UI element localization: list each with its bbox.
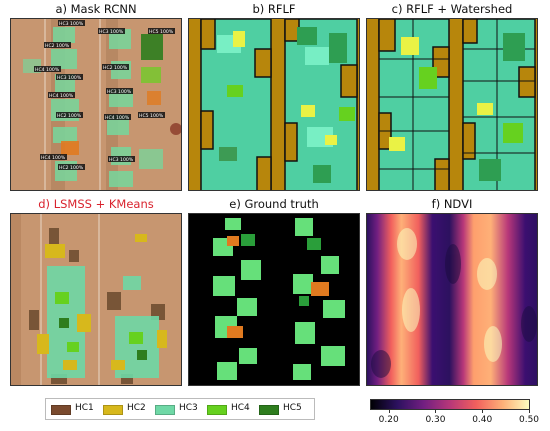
detection-label-bg bbox=[58, 164, 85, 170]
legend: HC1 HC2 HC3 HC4 HC5 bbox=[45, 398, 315, 420]
detection-label-bg bbox=[40, 154, 67, 160]
detection-label: HC2 100% bbox=[103, 65, 128, 71]
panel-title-e: e) Ground truth bbox=[229, 197, 319, 211]
panel-rflf-watershed bbox=[366, 18, 538, 191]
detection-label-bg bbox=[102, 64, 129, 70]
legend-swatch-hc2 bbox=[103, 405, 123, 415]
colorbar-tick-label: 0.50 bbox=[518, 415, 540, 425]
detection-label-bg bbox=[44, 42, 71, 48]
detection-label-bg bbox=[34, 66, 61, 72]
panel-title-d: d) LSMSS + KMeans bbox=[38, 197, 154, 211]
detection-label-bg bbox=[148, 28, 175, 34]
colorbar-tick bbox=[529, 410, 530, 413]
detection-label-bg bbox=[56, 112, 83, 118]
panel-lsmss-kmeans bbox=[10, 213, 182, 386]
detection-label: HC2 100% bbox=[57, 113, 82, 119]
colorbar-tick bbox=[388, 410, 390, 413]
detection-label: HC2 100% bbox=[59, 165, 84, 171]
colorbar-tick bbox=[482, 410, 484, 413]
detection-label-bg bbox=[106, 88, 133, 94]
detection-label: HC4 100% bbox=[105, 115, 130, 121]
legend-label-hc3: HC3 bbox=[179, 403, 198, 413]
detection-label: HC4 100% bbox=[49, 93, 74, 99]
ndvi-colorbar bbox=[370, 399, 530, 410]
detection-label-bg bbox=[98, 28, 125, 34]
panel-title-c: c) RFLF + Watershed bbox=[391, 2, 513, 16]
legend-label-hc2: HC2 bbox=[127, 403, 146, 413]
panel-ndvi bbox=[366, 213, 538, 386]
panel-rflf bbox=[188, 18, 360, 191]
detection-label: HC3 100% bbox=[57, 75, 82, 81]
colorbar-tick-label: 0.30 bbox=[425, 415, 446, 425]
detection-label: HC5 100% bbox=[139, 113, 164, 119]
panel-title-b: b) RFLF bbox=[252, 2, 296, 16]
legend-label-hc4: HC4 bbox=[231, 403, 250, 413]
detection-label-bg bbox=[108, 156, 135, 162]
detection-label-bg bbox=[48, 92, 75, 98]
panel-title-f: f) NDVI bbox=[431, 197, 473, 211]
legend-swatch-hc1 bbox=[51, 405, 71, 415]
detection-label-bg bbox=[56, 74, 83, 80]
detection-label-bg bbox=[104, 114, 131, 120]
panel-mask-rcnn: HC3 100% HC2 100% HC3 100% HC5 100% HC4 100%… bbox=[10, 18, 182, 191]
detection-label: HC3 100% bbox=[107, 89, 132, 95]
legend-label-hc5: HC5 bbox=[283, 403, 302, 413]
detection-label: HC3 100% bbox=[59, 21, 84, 27]
detection-label: HC3 100% bbox=[99, 29, 124, 35]
legend-swatch-hc4 bbox=[207, 405, 227, 415]
detection-label: HC2 100% bbox=[45, 43, 70, 49]
panel-title-a: a) Mask RCNN bbox=[55, 2, 137, 16]
detection-label-bg bbox=[138, 112, 165, 118]
colorbar-tick bbox=[435, 410, 437, 413]
panel-ground-truth bbox=[188, 213, 360, 386]
legend-swatch-hc3 bbox=[155, 405, 175, 415]
detection-label: HC3 100% bbox=[109, 157, 134, 163]
detection-label: HC4 100% bbox=[35, 67, 60, 73]
detection-label: HC4 100% bbox=[41, 155, 66, 161]
detection-label-bg bbox=[58, 20, 85, 26]
legend-swatch-hc5 bbox=[259, 405, 279, 415]
legend-label-hc1: HC1 bbox=[75, 403, 94, 413]
colorbar-tick-label: 0.20 bbox=[378, 415, 399, 425]
colorbar-tick-label: 0.40 bbox=[472, 415, 493, 425]
detection-label: HC5 100% bbox=[149, 29, 174, 35]
